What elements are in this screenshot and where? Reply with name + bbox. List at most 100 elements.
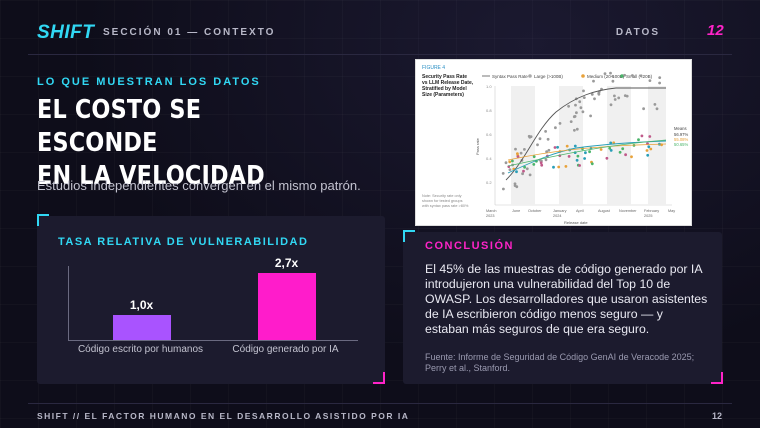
bar-category-label-0: Código escrito por humanos xyxy=(77,344,204,355)
scatter-point xyxy=(567,155,571,158)
figure-title-1: Security Pass Rate xyxy=(422,74,467,80)
scatter-point xyxy=(658,81,661,85)
scatter-point xyxy=(527,134,531,138)
scatter-point xyxy=(523,148,526,151)
scatter-point xyxy=(645,149,649,152)
section-tag: DATOS xyxy=(615,27,660,38)
conclusion-body: El 45% de las muestras de código generad… xyxy=(425,262,708,336)
scatter-point xyxy=(553,146,557,149)
scatter-point xyxy=(640,134,644,138)
medium-trend-line xyxy=(507,143,667,161)
scatter-point xyxy=(637,138,640,142)
scatter-point xyxy=(522,169,525,173)
corner-accent-tl xyxy=(37,214,49,226)
scatter-point xyxy=(536,143,539,147)
scatter-point xyxy=(575,111,578,115)
svg-text:February: February xyxy=(644,209,659,213)
scatter-point xyxy=(653,103,657,106)
brand-logo: SHIFT xyxy=(37,22,95,43)
scatter-point xyxy=(590,93,594,96)
scatter-point xyxy=(546,137,550,141)
scatter-point xyxy=(508,160,512,164)
svg-text:2025: 2025 xyxy=(644,214,652,218)
bar-category-label-1: Código generado por IA xyxy=(232,344,339,355)
scatter-point xyxy=(648,135,652,138)
scatter-point xyxy=(578,164,581,167)
scatter-point xyxy=(624,153,627,157)
bar-0 xyxy=(112,315,171,340)
scatter-point xyxy=(588,150,591,154)
scatter-point xyxy=(609,141,613,145)
svg-text:October: October xyxy=(528,209,542,213)
scatter-point xyxy=(623,73,626,77)
scatter-point xyxy=(539,161,543,165)
scatter-point xyxy=(532,155,536,158)
scatter-point xyxy=(564,165,568,168)
scatter-point xyxy=(599,148,603,151)
legend-item-2: Medium (20-100B) xyxy=(587,74,625,79)
panel-title: TASA RELATIVA DE VULNERABILIDAD xyxy=(58,236,309,248)
page-subtitle: Estudios independientes convergen en el … xyxy=(37,178,361,193)
figure-title-3: Stratified by Model xyxy=(422,86,467,92)
scatter-point xyxy=(538,137,542,141)
figure-note-3: with syntax pass rate >80% xyxy=(422,204,469,208)
figure-chart: FIGURE 4 Security Pass Rate vs LLM Relea… xyxy=(422,65,688,225)
y-tick-5: 0.2 xyxy=(486,180,492,185)
footer-page-number: 12 xyxy=(712,411,723,421)
scatter-point xyxy=(613,98,617,101)
scatter-point xyxy=(581,110,585,114)
scatter-point xyxy=(605,156,609,160)
scatter-point xyxy=(648,79,652,82)
legend-item-3: Small (<20B) xyxy=(626,74,653,79)
scatter-point xyxy=(575,127,579,131)
scatter-point xyxy=(532,163,536,166)
scatter-point xyxy=(514,147,517,151)
title-line-2: EN LA VELOCIDAD xyxy=(37,161,265,191)
scatter-point xyxy=(631,74,634,77)
syntax-trend-line xyxy=(505,87,666,181)
legend-medium-swatch xyxy=(581,74,585,78)
scatter-point xyxy=(558,122,562,125)
mean-value-1: 56.97% xyxy=(674,132,688,137)
scatter-point xyxy=(593,97,596,101)
bar-value-label-0: 1,0x xyxy=(129,298,154,312)
y-tick-1: 1.0 xyxy=(486,84,492,89)
svg-text:March: March xyxy=(486,209,497,213)
scatter-point xyxy=(525,167,529,171)
scatter-point xyxy=(515,185,519,189)
scatter-point xyxy=(603,72,607,75)
bar-value-label-1: 2,7x xyxy=(274,255,299,270)
page-number: 12 xyxy=(707,22,724,39)
scatter-point xyxy=(579,106,583,110)
mean-value-3: 50.65% xyxy=(674,142,688,147)
svg-text:2023: 2023 xyxy=(486,214,494,218)
bar-chart: 1,0x 2,7x xyxy=(68,256,358,341)
scatter-point xyxy=(521,172,524,176)
scatter-point xyxy=(647,145,651,149)
scatter-point xyxy=(502,187,505,191)
svg-text:August: August xyxy=(598,209,611,213)
legend-item-1: Large (>100B) xyxy=(534,74,563,79)
scatter-point xyxy=(576,154,580,158)
scatter-point xyxy=(528,173,532,177)
scatter-point xyxy=(639,74,643,78)
y-tick-4: 0.4 xyxy=(486,156,492,161)
scatter-point xyxy=(544,130,547,133)
scatter-point xyxy=(552,165,555,169)
scatter-point xyxy=(597,92,601,96)
scatter-point xyxy=(623,94,627,97)
corner-accent-br xyxy=(373,372,385,384)
footer-divider xyxy=(28,403,732,404)
svg-text:2024: 2024 xyxy=(553,214,561,218)
corner-accent-tl-2 xyxy=(403,230,415,242)
corner-accent-br-2 xyxy=(711,372,723,384)
scatter-point xyxy=(584,151,587,155)
scatter-point xyxy=(504,161,508,165)
page-title: EL COSTO SE ESCONDE EN LA VELOCIDAD xyxy=(37,94,329,193)
y-axis-label: Pass rate xyxy=(475,137,480,155)
scatter-point xyxy=(572,115,576,119)
scatter-point xyxy=(565,144,569,148)
scatter-point xyxy=(569,120,573,123)
scatter-point xyxy=(611,79,615,83)
footer-text: SHIFT // EL FACTOR HUMANO EN EL DESARROL… xyxy=(37,411,410,421)
